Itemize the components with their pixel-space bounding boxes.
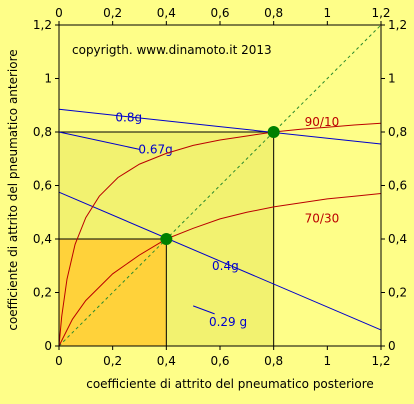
y-tick-label-right: 0,2 <box>388 286 407 300</box>
grip-line-label: 0.67g <box>138 142 172 156</box>
x-tick-label-bottom: 0,8 <box>264 354 283 368</box>
x-tick-label-top: 1 <box>324 6 332 20</box>
x-tick-label-bottom: 0,4 <box>157 354 176 368</box>
y-tick-label-left: 1 <box>44 72 52 86</box>
y-tick-label-right: 0,6 <box>388 179 407 193</box>
y-tick-label-left: 0 <box>44 339 52 353</box>
y-tick-label-right: 0 <box>388 339 396 353</box>
copyright-text: copyrigth. www.dinamoto.it 2013 <box>72 43 272 57</box>
series-label: 70/30 <box>305 211 340 225</box>
x-axis-label: coefficiente di attrito del pneumatico p… <box>86 377 374 391</box>
grip-line-label: 0.4g <box>212 259 239 273</box>
y-tick-label-right: 1 <box>388 72 396 86</box>
y-tick-label-left: 0,6 <box>33 179 52 193</box>
x-tick-label-top: 0,6 <box>210 6 229 20</box>
x-tick-label-top: 0,4 <box>157 6 176 20</box>
series-line-0 <box>58 122 382 347</box>
x-tick-label-bottom: 0,2 <box>103 354 122 368</box>
grip-line-0 <box>58 108 382 145</box>
series-line-1 <box>58 193 382 347</box>
grip-line-label: 0.29 g <box>209 315 247 329</box>
y-tick-label-left: 0,4 <box>33 232 52 246</box>
y-tick-label-left: 1,2 <box>33 18 52 32</box>
y-axis-label: coefficiente di attrito del pneumatico a… <box>6 49 20 330</box>
x-tick-label-bottom: 1 <box>324 354 332 368</box>
grip-line-1 <box>58 191 382 331</box>
y-tick-label-left: 0,8 <box>33 125 52 139</box>
y-tick-label-right: 0,4 <box>388 232 407 246</box>
series-label: 90/10 <box>305 115 340 129</box>
x-tick-label-bottom: 1,2 <box>371 354 390 368</box>
y-tick-label-left: 0,2 <box>33 286 52 300</box>
x-tick-label-top: 1,2 <box>371 6 390 20</box>
x-tick-label-bottom: 0,6 <box>210 354 229 368</box>
x-tick-label-bottom: 0 <box>55 354 63 368</box>
data-point-0 <box>160 233 173 245</box>
grip-line-label: 0.8g <box>115 110 142 124</box>
y-tick-label-right: 1,2 <box>388 18 407 32</box>
x-tick-label-top: 0 <box>55 6 63 20</box>
optimal-diagonal-line <box>58 24 382 347</box>
y-tick-label-right: 0,8 <box>388 125 407 139</box>
x-tick-label-top: 0,8 <box>264 6 283 20</box>
grip-line-3 <box>192 305 215 315</box>
data-point-1 <box>267 126 280 138</box>
x-tick-label-top: 0,2 <box>103 6 122 20</box>
grip-line-2 <box>58 131 140 150</box>
